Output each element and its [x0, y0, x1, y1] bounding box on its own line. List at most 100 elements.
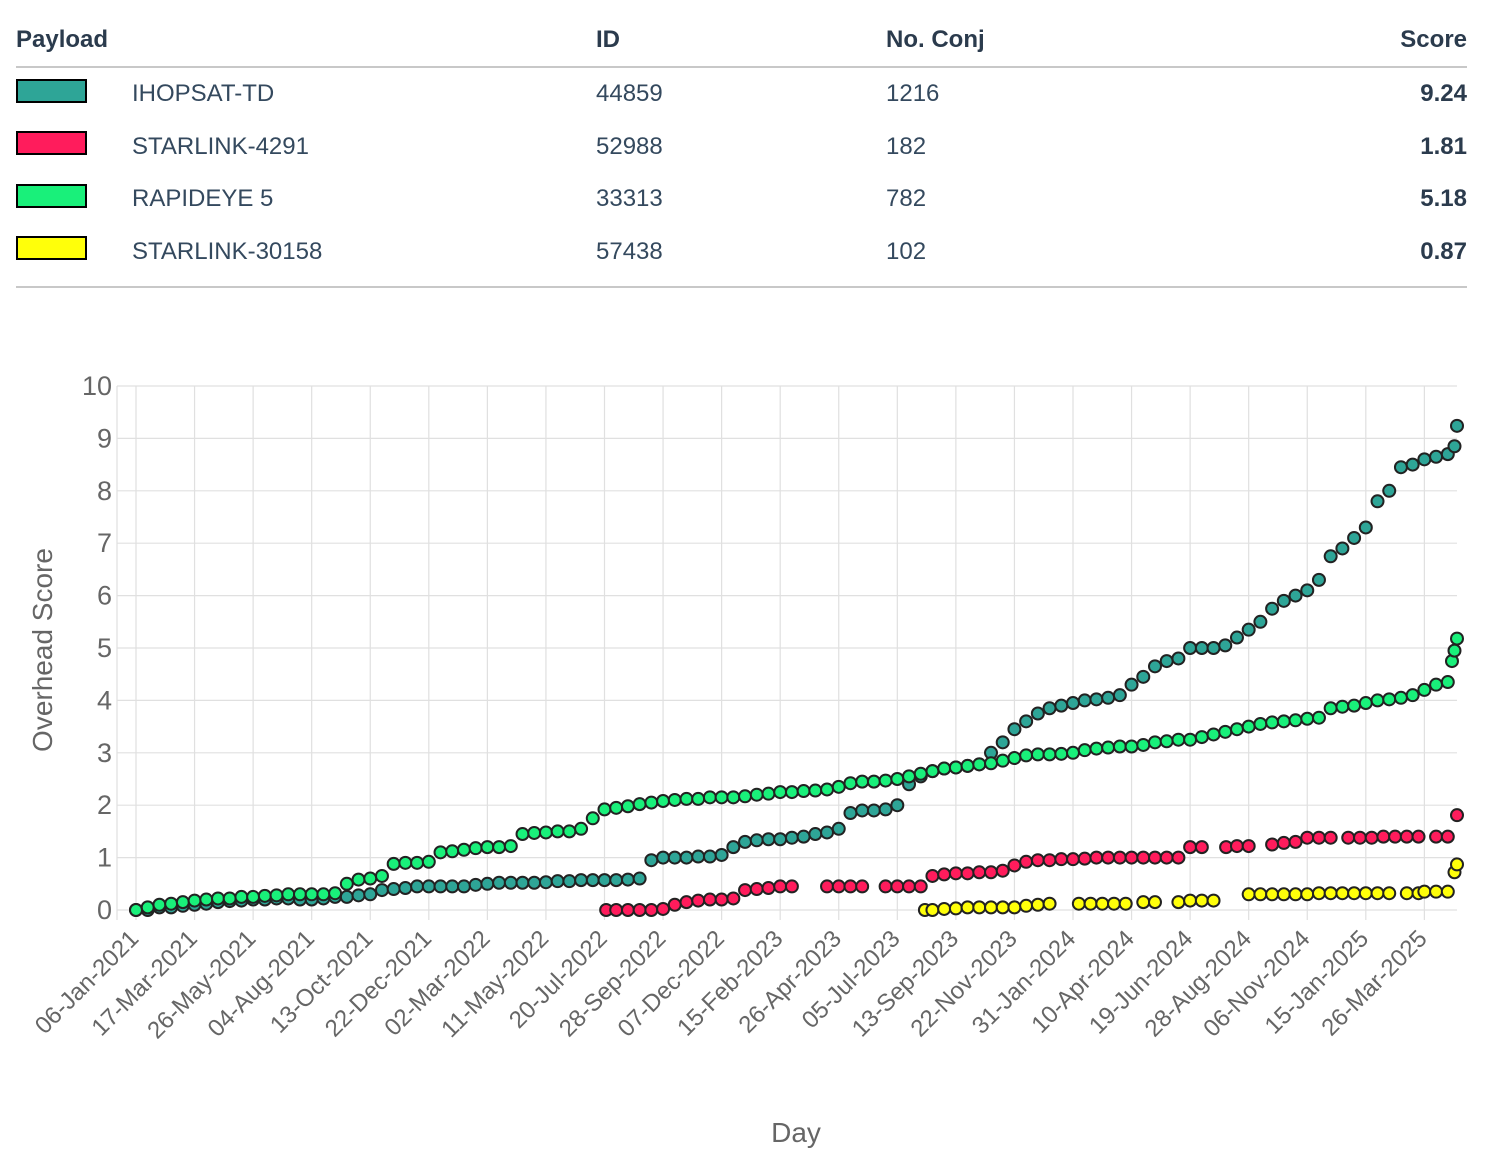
data-point[interactable]: [597, 802, 612, 817]
data-point[interactable]: [761, 880, 776, 895]
data-point[interactable]: [1019, 714, 1034, 729]
data-point[interactable]: [1323, 549, 1338, 564]
data-point[interactable]: [1007, 900, 1022, 915]
data-point[interactable]: [1417, 452, 1432, 467]
data-point[interactable]: [820, 825, 835, 840]
data-point[interactable]: [644, 795, 659, 810]
data-point[interactable]: [1440, 884, 1455, 899]
data-point[interactable]: [1218, 724, 1233, 739]
data-point[interactable]: [410, 879, 425, 894]
series-swatch[interactable]: [16, 236, 87, 261]
data-point[interactable]: [632, 871, 647, 886]
data-point[interactable]: [1323, 830, 1338, 845]
data-point[interactable]: [1393, 690, 1408, 705]
data-point[interactable]: [1300, 583, 1315, 598]
data-point[interactable]: [1042, 747, 1057, 762]
data-point[interactable]: [1112, 739, 1127, 754]
data-point[interactable]: [1206, 893, 1221, 908]
data-point[interactable]: [503, 839, 518, 854]
data-point[interactable]: [1077, 693, 1092, 708]
data-point[interactable]: [1288, 834, 1303, 849]
data-point[interactable]: [878, 773, 893, 788]
data-point[interactable]: [1311, 886, 1326, 901]
data-point[interactable]: [1077, 851, 1092, 866]
data-point[interactable]: [1253, 887, 1268, 902]
data-point[interactable]: [1417, 682, 1432, 697]
data-point[interactable]: [1089, 850, 1104, 865]
data-point[interactable]: [1183, 641, 1198, 655]
data-point[interactable]: [456, 842, 471, 857]
data-point[interactable]: [784, 830, 799, 845]
data-point[interactable]: [1101, 690, 1116, 705]
data-point[interactable]: [1136, 737, 1151, 752]
data-point[interactable]: [878, 879, 893, 894]
data-point[interactable]: [304, 887, 319, 902]
data-point[interactable]: [749, 787, 764, 802]
data-point[interactable]: [1253, 716, 1268, 731]
data-point[interactable]: [1341, 830, 1356, 845]
data-point[interactable]: [679, 791, 694, 806]
data-point[interactable]: [398, 855, 413, 870]
data-point[interactable]: [820, 879, 835, 894]
data-point[interactable]: [562, 824, 577, 839]
data-point[interactable]: [1364, 830, 1379, 845]
series-swatch[interactable]: [16, 131, 87, 156]
data-point[interactable]: [246, 889, 261, 904]
data-point[interactable]: [1101, 740, 1116, 755]
data-point[interactable]: [281, 887, 296, 902]
data-point[interactable]: [1370, 886, 1385, 901]
series-swatch[interactable]: [16, 183, 87, 208]
data-point[interactable]: [1450, 808, 1464, 823]
data-point[interactable]: [1147, 850, 1162, 865]
data-point[interactable]: [855, 774, 870, 789]
data-point[interactable]: [843, 776, 858, 791]
data-point[interactable]: [1450, 857, 1464, 872]
data-point[interactable]: [1358, 696, 1373, 711]
data-point[interactable]: [480, 840, 495, 855]
data-point[interactable]: [609, 873, 624, 888]
data-point[interactable]: [1065, 852, 1080, 867]
data-point[interactable]: [1399, 829, 1414, 844]
data-point[interactable]: [656, 794, 671, 809]
data-point[interactable]: [1300, 830, 1315, 845]
data-point[interactable]: [515, 827, 530, 842]
data-point[interactable]: [374, 868, 389, 883]
data-point[interactable]: [656, 901, 671, 916]
data-point[interactable]: [1030, 706, 1045, 721]
data-point[interactable]: [1253, 614, 1268, 629]
data-point[interactable]: [1376, 829, 1391, 844]
data-point[interactable]: [714, 892, 729, 907]
data-point[interactable]: [129, 903, 143, 917]
data-point[interactable]: [808, 827, 823, 842]
data-point[interactable]: [984, 756, 999, 771]
data-point[interactable]: [1358, 886, 1373, 901]
data-point[interactable]: [257, 888, 272, 903]
data-point[interactable]: [1159, 850, 1174, 865]
data-point[interactable]: [1347, 530, 1362, 545]
data-point[interactable]: [620, 903, 635, 917]
data-point[interactable]: [831, 879, 846, 894]
data-point[interactable]: [1241, 887, 1256, 902]
data-point[interactable]: [433, 879, 448, 894]
data-point[interactable]: [1065, 696, 1080, 711]
data-point[interactable]: [222, 891, 237, 906]
data-point[interactable]: [492, 875, 507, 890]
data-point[interactable]: [1450, 418, 1464, 433]
data-point[interactable]: [1030, 897, 1045, 912]
data-point[interactable]: [1171, 732, 1186, 747]
data-point[interactable]: [515, 875, 530, 890]
data-point[interactable]: [1311, 710, 1326, 725]
data-point[interactable]: [620, 799, 635, 814]
data-point[interactable]: [1095, 896, 1110, 911]
data-point[interactable]: [925, 764, 940, 779]
data-point[interactable]: [609, 903, 624, 917]
data-point[interactable]: [363, 887, 378, 902]
data-point[interactable]: [1171, 895, 1186, 910]
data-point[interactable]: [1429, 884, 1444, 899]
data-point[interactable]: [855, 879, 870, 894]
data-point[interactable]: [1118, 896, 1133, 911]
data-point[interactable]: [492, 840, 507, 855]
data-point[interactable]: [1265, 837, 1280, 852]
data-point[interactable]: [140, 900, 155, 915]
data-point[interactable]: [1124, 739, 1139, 754]
